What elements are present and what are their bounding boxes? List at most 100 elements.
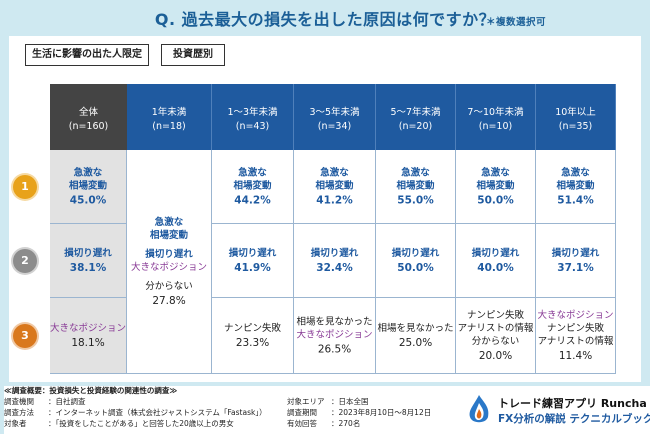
footer-item-method: 調査方法 ：インターネット調査（株式会社ジャストシステム「Fastask」）: [4, 408, 267, 419]
table-cell: ナンピン失敗 アナリストの情報 分からない 20.0%: [456, 298, 536, 374]
cell-value: 25.0%: [398, 336, 433, 349]
column-header: 1～3年未満 (n=43): [212, 84, 294, 150]
cell-label: 大きなポジション: [537, 309, 614, 321]
footer-label: 有効回答: [287, 419, 317, 428]
column-header: 1年未満 (n=18): [127, 84, 212, 150]
title-note: ＊複数選択可: [486, 17, 547, 28]
column-label: 全体: [78, 107, 98, 118]
cell-label: 損切り遅れ: [471, 247, 520, 259]
footer-item-target: 対象者 ：「投資をしたことがある」と回答した20歳以上の男女: [4, 419, 234, 430]
footer-label: 調査機関: [4, 397, 34, 406]
cell-label: 急激な: [481, 167, 510, 178]
cell-value: 20.0%: [478, 349, 513, 362]
filter-tag-affected: 生活に影響の出た人限定: [25, 44, 149, 66]
column-header: 全体 (n=160): [50, 84, 127, 150]
column-label: 3～5年未満: [309, 107, 360, 118]
footer-item-agency: 調査機関 ：自社調査: [4, 397, 86, 408]
cell-label: 損切り遅れ: [64, 247, 112, 259]
cell-label: 急激な: [320, 167, 349, 178]
rank-2-medal-icon: 2: [13, 249, 37, 273]
footer-item-period: 調査期間 ：2023年8月10日～8月12日: [287, 408, 431, 419]
cell-label: 相場変動: [396, 180, 435, 191]
cell-value: 38.1%: [69, 261, 107, 274]
brand-flame-icon: [469, 395, 489, 423]
table-cell: 相場を見なかった 大きなポジション 26.5%: [294, 298, 376, 374]
cell-label: 分からない: [145, 280, 193, 292]
table-cell: 損切り遅れ 37.1%: [536, 224, 616, 298]
footer-value: ：270名: [331, 419, 361, 428]
table-cell: 損切り遅れ 50.0%: [376, 224, 456, 298]
cell-label: 損切り遅れ: [228, 247, 277, 259]
brand-line2: FX分析の解説 テクニカルブック: [498, 413, 650, 425]
cell-value: 18.1%: [71, 336, 105, 349]
cell-label: 急激な: [154, 216, 184, 228]
column-header: 10年以上 (n=35): [536, 84, 616, 150]
title-text: Q. 過去最大の損失を出した原因は何ですか？: [154, 10, 496, 29]
column-n: (n=34): [317, 121, 352, 132]
footer-value: ：日本全国: [331, 397, 369, 406]
table-cell: ナンピン失敗 23.3%: [212, 298, 294, 374]
footer-heading: ≪調査概要：投資損失と投資経験の関連性の調査≫: [4, 386, 178, 395]
cell-label: 相場変動: [556, 180, 595, 191]
cell-label: 損切り遅れ: [310, 247, 359, 259]
cell-label: ナンピン失敗: [546, 322, 604, 334]
column-label: 7～10年未満: [467, 107, 524, 118]
cell-value: 23.3%: [235, 336, 270, 349]
rank-3-medal-icon: 3: [13, 324, 37, 348]
cell-label: 急激な: [238, 167, 267, 178]
cell-label: 相場変動: [149, 229, 188, 241]
table-cell: 損切り遅れ 32.4%: [294, 224, 376, 298]
column-label: 5～7年未満: [390, 107, 441, 118]
footer-label: 対象者: [4, 419, 27, 428]
column-header: 7～10年未満 (n=10): [456, 84, 536, 150]
footer-label: 対象エリア: [287, 397, 325, 406]
cell-label: 急激な: [73, 167, 103, 178]
filter-tag-experience: 投資歴別: [161, 44, 225, 66]
page-title: Q. 過去最大の損失を出した原因は何ですか？ ＊複数選択可: [0, 6, 650, 30]
table-cell: 急激な相場変動 50.0%: [456, 150, 536, 224]
cell-label: 大きなポジション: [296, 329, 373, 340]
cell-value: 32.4%: [316, 261, 353, 274]
column-n: (n=18): [152, 121, 186, 132]
brand-logo: トレード練習アプリ Runcha FX分析の解説 テクニカルブック: [464, 393, 650, 431]
footer-item-area: 対象エリア ：日本全国: [287, 397, 369, 408]
cell-label: 相場変動: [233, 180, 272, 191]
cell-value: 51.4%: [557, 194, 594, 206]
table-cell: 急激な相場変動 51.4%: [536, 150, 616, 224]
cell-value: 41.9%: [234, 261, 271, 274]
cell-label: 相場変動: [476, 180, 515, 191]
cell-value: 44.2%: [234, 194, 271, 206]
cell-label: 相場変動: [315, 180, 354, 191]
cell-value: 45.0%: [69, 194, 107, 206]
cell-label: 損切り遅れ: [145, 248, 193, 260]
table-cell: 損切り遅れ 40.0%: [456, 224, 536, 298]
cell-value: 50.0%: [477, 194, 514, 206]
cell-value: 26.5%: [317, 343, 352, 355]
column-header: 3～5年未満 (n=34): [294, 84, 376, 150]
footer-label: 調査方法: [4, 408, 34, 417]
table-cell: 急激な相場変動 44.2%: [212, 150, 294, 224]
column-header: 5～7年未満 (n=20): [376, 84, 456, 150]
cell-label: アナリストの情報: [537, 335, 614, 347]
cell-label: 相場変動: [68, 180, 107, 191]
footer-item-responses: 有効回答 ：270名: [287, 419, 360, 430]
footer-value: ：「投資をしたことがある」と回答した20歳以上の男女: [48, 419, 234, 428]
cell-value: 27.8%: [152, 294, 186, 307]
column-n: (n=20): [398, 121, 433, 132]
rank-1-medal-icon: 1: [13, 175, 37, 199]
table-cell: 急激な 相場変動 55.0%: [376, 150, 456, 224]
cell-value: 41.2%: [316, 194, 353, 206]
chart-panel: 生活に影響の出た人限定 投資歴別 全体 (n=160) 1年未満 (n=18) 1～3年…: [9, 36, 641, 382]
footer-value: ：2023年8月10日～8月12日: [331, 408, 432, 417]
cell-value: 40.0%: [477, 261, 514, 274]
cell-label: 損切り遅れ: [391, 247, 440, 259]
table-cell: 相場を見なかった 25.0%: [376, 298, 456, 374]
table-cell: 損切り遅れ 38.1%: [50, 224, 127, 298]
column-label: 1年未満: [151, 107, 187, 118]
cell-label: 大きなポジション: [130, 261, 207, 273]
cell-label: 損切り遅れ: [551, 247, 600, 259]
cell-label: 分からない: [471, 335, 520, 347]
cell-label: 急激な: [561, 167, 590, 178]
cell-value: 55.0%: [397, 194, 434, 206]
cell-value: 11.4%: [558, 349, 593, 362]
